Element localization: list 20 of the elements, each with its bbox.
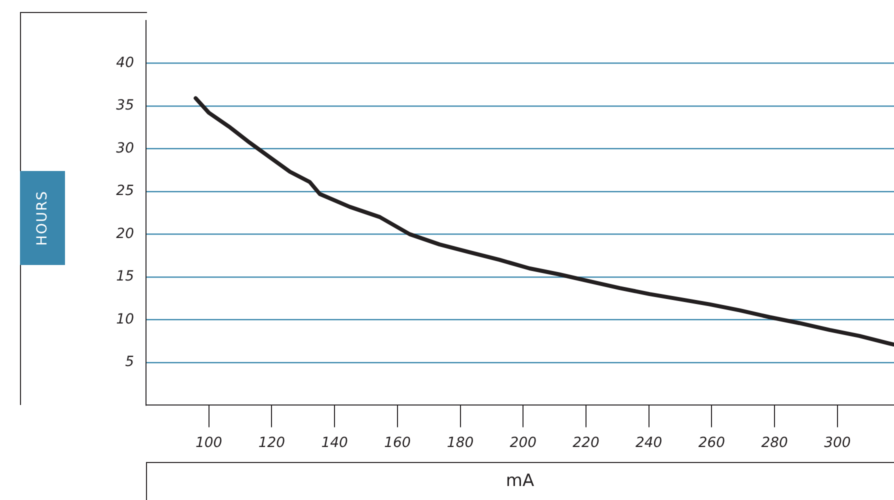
y-tick-label: 40 <box>116 54 134 71</box>
x-tick-label: 160 <box>384 435 411 452</box>
x-tick-label: 120 <box>258 435 286 452</box>
y-tick-label: 5 <box>125 354 134 370</box>
y-tick-label: 20 <box>116 226 134 242</box>
x-tick-label: 140 <box>321 435 348 452</box>
y-tick-label: 35 <box>116 98 134 114</box>
y-tick-label: 25 <box>116 183 134 200</box>
x-tick-label: 180 <box>446 435 474 452</box>
x-tick-label: 300 <box>824 435 851 452</box>
x-tick-label: 280 <box>761 435 788 452</box>
y-tick-label: 30 <box>116 140 134 156</box>
x-tick-label: 260 <box>698 435 726 452</box>
x-tick-label: 200 <box>510 435 537 452</box>
y-tick-label: 15 <box>116 268 134 285</box>
x-tick-label: 240 <box>635 435 662 452</box>
y-axis-title: HOURS <box>34 190 51 246</box>
x-tick-label: 100 <box>195 435 222 452</box>
y-tick-label: 10 <box>116 311 134 328</box>
x-tick-label: 220 <box>572 435 600 452</box>
